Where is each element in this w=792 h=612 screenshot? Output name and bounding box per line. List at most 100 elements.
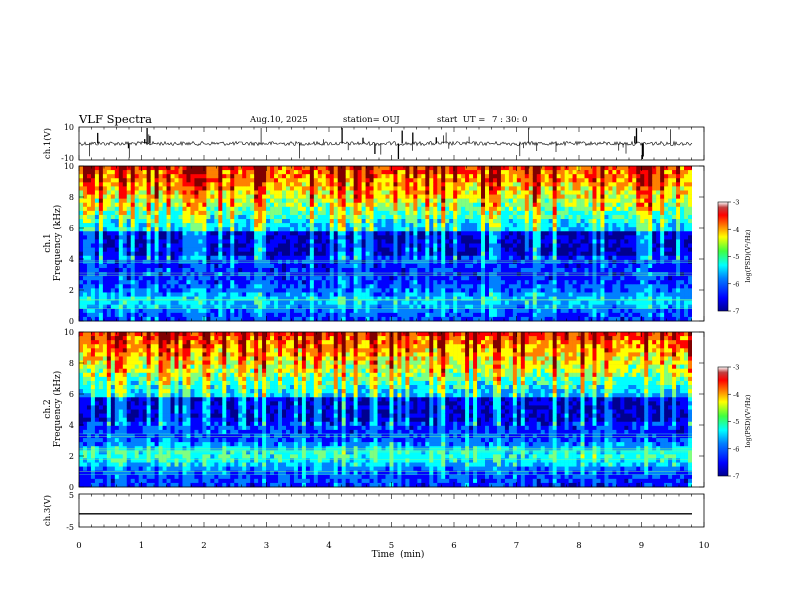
spectrogram-cell xyxy=(349,198,354,204)
spectrogram-cell xyxy=(210,272,215,277)
spectrogram-cell xyxy=(246,255,251,261)
spectrogram-cell xyxy=(258,227,263,232)
spectrogram-cell xyxy=(226,210,231,216)
spectrogram-cell xyxy=(146,247,151,252)
spectrogram-cell xyxy=(254,255,259,261)
spectrogram-cell xyxy=(536,316,542,322)
spectrogram-cell xyxy=(524,227,530,232)
spectrogram-cell xyxy=(477,206,482,212)
spectrogram-cell xyxy=(282,231,287,236)
spectrogram-cell xyxy=(409,292,414,297)
spectrogram-cell xyxy=(305,235,311,240)
spectrogram-cell xyxy=(413,255,418,261)
spectrogram-cell xyxy=(106,284,112,289)
spectrogram-cell xyxy=(461,235,466,240)
spectrogram-cell xyxy=(329,219,335,224)
spectrogram-cell xyxy=(110,255,116,261)
spectrogram-cell xyxy=(226,194,231,199)
spectrogram-cell xyxy=(417,186,422,191)
spectrogram-cell xyxy=(417,267,422,273)
spectrogram-cell xyxy=(441,194,446,199)
spectrogram-cell xyxy=(469,239,474,244)
spectrogram-cell xyxy=(457,235,462,240)
spectrogram-cell xyxy=(289,235,295,240)
spectrogram-cell xyxy=(278,174,283,179)
spectrogram-cell xyxy=(110,276,116,281)
spectrogram-cell xyxy=(138,267,143,273)
spectrogram-cell xyxy=(309,210,315,216)
spectrogram-cell xyxy=(524,166,530,171)
spectrogram-cell xyxy=(301,280,307,285)
spectrogram-cell xyxy=(154,251,159,257)
spectrogram-cell xyxy=(425,235,430,240)
spectrogram-cell xyxy=(90,198,96,204)
spectrogram-cell xyxy=(242,272,247,277)
spectrogram-cell xyxy=(405,178,410,183)
spectrogram-cell xyxy=(202,251,207,257)
spectrogram-cell xyxy=(118,280,124,285)
spectrogram-cell xyxy=(477,198,482,204)
spectrogram-cell xyxy=(238,239,243,244)
spectrogram-cell xyxy=(393,206,398,212)
spectrogram-cell xyxy=(417,235,422,240)
spectrogram-cell xyxy=(305,304,311,310)
spectrogram-cell xyxy=(301,214,307,220)
spectrogram-cell xyxy=(520,272,526,277)
spectrogram-cell xyxy=(453,186,458,191)
spectrogram-cell xyxy=(234,206,239,212)
spectrogram-cell xyxy=(234,280,239,285)
spectrogram-cell xyxy=(305,308,311,314)
spectrogram-cell xyxy=(206,251,211,257)
spectrogram-cell xyxy=(405,276,410,281)
spectrogram-cell xyxy=(218,239,223,244)
spectrogram-cell xyxy=(496,251,502,257)
spectrogram-cell xyxy=(449,170,454,175)
spectrogram-cell xyxy=(186,202,191,208)
spectrogram-cell xyxy=(584,227,589,232)
spectrogram-cell xyxy=(564,210,569,216)
spectrogram-cell xyxy=(520,316,526,322)
spectrogram-cell xyxy=(345,198,350,204)
spectrogram-cell xyxy=(214,198,219,204)
spectrogram-cell xyxy=(504,223,510,228)
spectrogram-cell xyxy=(170,194,175,199)
spectrogram-cell xyxy=(174,182,179,187)
spectrogram-cell xyxy=(86,198,92,204)
spectrogram-cell xyxy=(262,304,267,310)
spectrogram-cell xyxy=(206,239,211,244)
spectrogram-cell xyxy=(477,280,482,285)
spectrogram-cell xyxy=(321,316,327,322)
spectrogram-cell xyxy=(333,280,339,285)
spectrogram-cell xyxy=(126,227,132,232)
spectrogram-cell xyxy=(206,170,211,175)
spectrogram-cell xyxy=(114,190,120,195)
spectrogram-cell xyxy=(401,296,406,301)
spectrogram-cell xyxy=(194,239,199,244)
spectrogram-cell xyxy=(218,284,223,289)
spectrogram-cell xyxy=(238,223,243,228)
spectrogram-cell xyxy=(333,316,339,322)
spectrogram-cell xyxy=(218,243,223,248)
spectrogram-cell xyxy=(552,231,557,236)
spectrogram-cell xyxy=(393,178,398,183)
spectrogram-cell xyxy=(266,280,271,285)
spectrogram-cell xyxy=(266,276,271,281)
spectrogram-cell xyxy=(481,206,486,212)
spectrogram-cell xyxy=(274,267,279,273)
spectrogram-cell xyxy=(254,214,259,220)
spectrogram-cell xyxy=(361,272,366,277)
spectrogram-cell xyxy=(333,178,339,183)
spectrogram-cell xyxy=(297,231,303,236)
spectrogram-cell xyxy=(274,239,279,244)
spectrogram-cell xyxy=(305,316,311,322)
spectrogram-cell xyxy=(321,223,327,228)
spectrogram-cell xyxy=(349,182,354,187)
spectrogram-cell xyxy=(206,308,211,314)
spectrogram-cell xyxy=(118,288,124,293)
spectrogram-cell xyxy=(512,166,518,171)
spectrogram-cell xyxy=(317,194,323,199)
spectrogram-cell xyxy=(262,210,267,216)
spectrogram-cell xyxy=(465,178,470,183)
spectrogram-cell xyxy=(182,198,187,204)
spectrogram-cell xyxy=(194,292,199,297)
